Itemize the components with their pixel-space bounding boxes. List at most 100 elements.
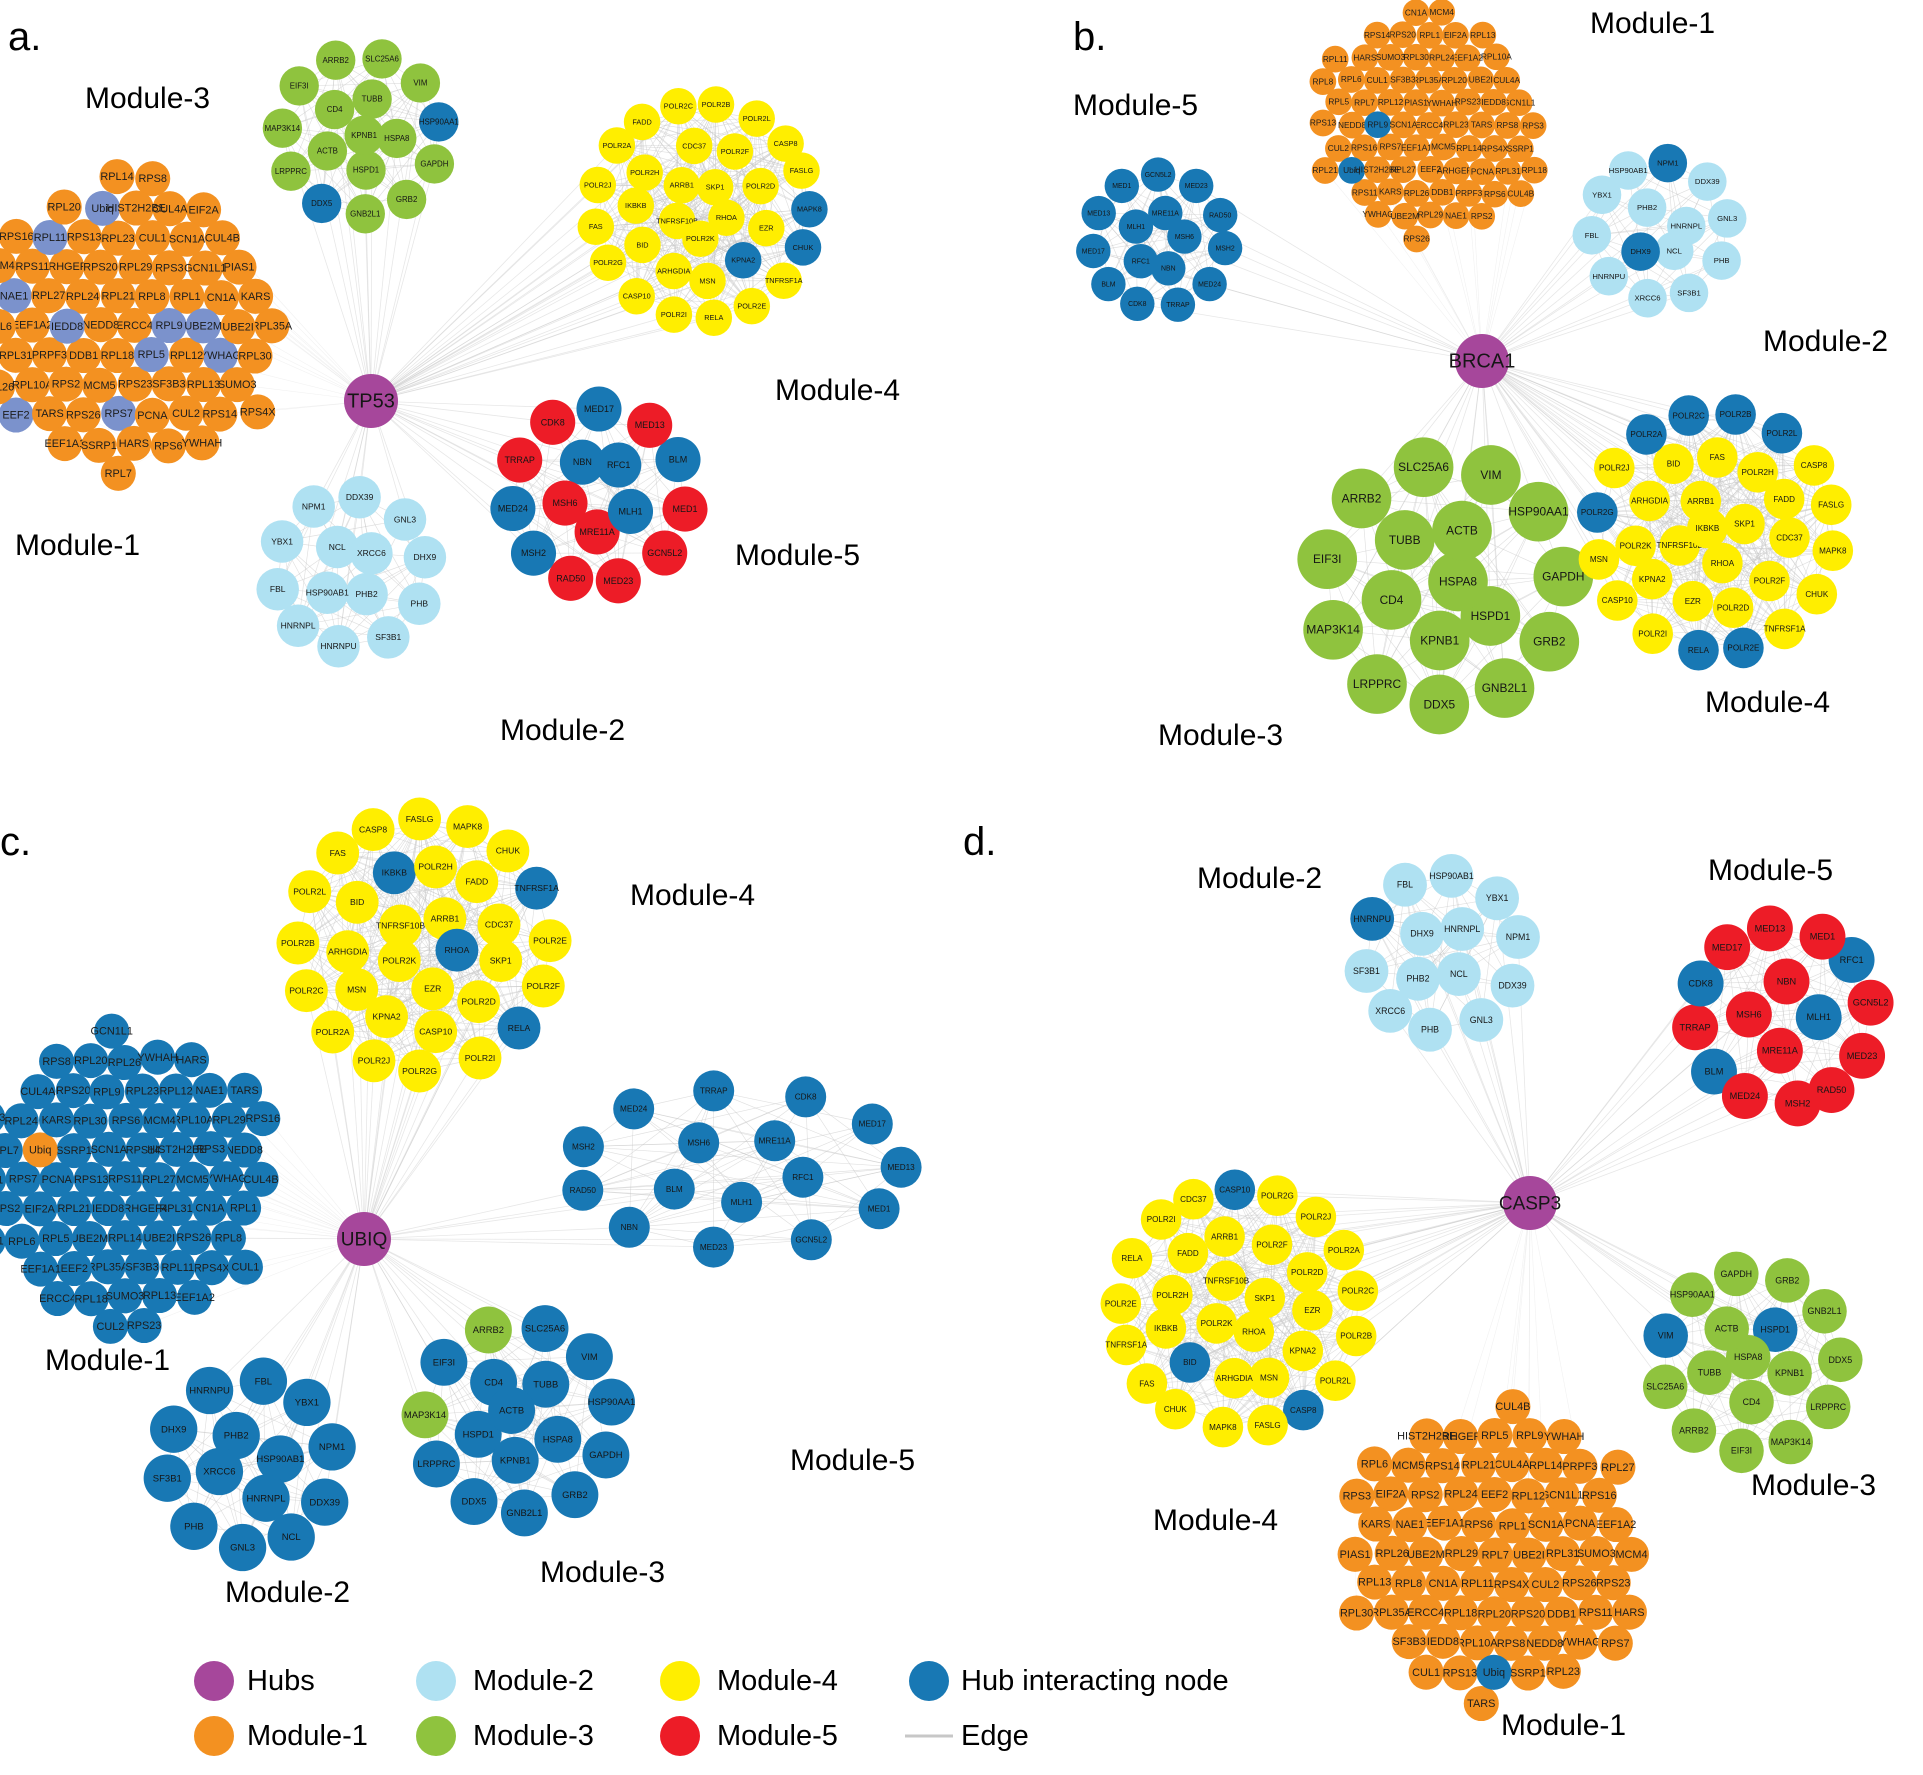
svg-text:IEDD8: IEDD8 [1481, 97, 1506, 107]
svg-text:RPS4X: RPS4X [1494, 1579, 1530, 1591]
svg-text:POLR2J: POLR2J [358, 1056, 390, 1066]
svg-text:ARRB2: ARRB2 [1679, 1426, 1709, 1436]
svg-text:RPL10A: RPL10A [1481, 52, 1512, 62]
svg-text:FBL: FBL [1397, 880, 1413, 890]
svg-text:RPL9: RPL9 [155, 320, 182, 332]
svg-text:SUMO3: SUMO3 [106, 1290, 145, 1302]
svg-text:SF3B3: SF3B3 [1393, 1636, 1426, 1648]
svg-text:MLH1: MLH1 [618, 506, 642, 516]
svg-text:TNFRSF1A: TNFRSF1A [1764, 625, 1806, 634]
svg-text:TP53: TP53 [347, 391, 395, 413]
svg-text:TRRAP: TRRAP [1680, 1022, 1711, 1032]
svg-text:ARHGDIA: ARHGDIA [657, 266, 690, 275]
svg-text:HARS: HARS [176, 1054, 206, 1066]
svg-text:RPS23: RPS23 [118, 379, 153, 391]
svg-text:SCN1A: SCN1A [1528, 1519, 1565, 1531]
svg-text:HSP90AB1: HSP90AB1 [1429, 871, 1474, 881]
svg-text:PHB2: PHB2 [1637, 203, 1657, 212]
svg-text:UBE2I: UBE2I [144, 1233, 175, 1245]
svg-text:RPS20: RPS20 [83, 262, 118, 274]
svg-text:UBE2I: UBE2I [1469, 75, 1493, 85]
svg-text:ARRB1: ARRB1 [1687, 497, 1714, 506]
svg-text:KARS: KARS [42, 1115, 72, 1127]
svg-text:RPL18: RPL18 [1522, 165, 1548, 175]
svg-text:UBE2M: UBE2M [1407, 1549, 1445, 1561]
svg-text:RPS6: RPS6 [1464, 1519, 1492, 1531]
svg-text:RPS26: RPS26 [177, 1232, 212, 1244]
svg-text:MED1: MED1 [672, 504, 697, 514]
svg-text:IEDD8: IEDD8 [92, 1203, 124, 1215]
svg-text:POLR2G: POLR2G [1581, 508, 1614, 517]
svg-text:RPS20: RPS20 [56, 1085, 91, 1097]
svg-text:LRPPRC: LRPPRC [275, 167, 307, 176]
svg-text:BID: BID [1667, 460, 1681, 469]
svg-text:Module-4: Module-4 [775, 374, 900, 407]
svg-text:PHB: PHB [1714, 256, 1730, 265]
svg-text:SLC25A6: SLC25A6 [525, 1323, 565, 1334]
svg-text:DDX39: DDX39 [346, 492, 374, 502]
svg-text:MSN: MSN [1590, 555, 1608, 564]
svg-text:HIST2H2BE: HIST2H2BE [1397, 1431, 1456, 1443]
svg-text:RPL12: RPL12 [1378, 97, 1404, 107]
svg-text:RPL8: RPL8 [1395, 1578, 1422, 1590]
svg-text:MRE11A: MRE11A [1152, 210, 1179, 217]
svg-text:EEF1A2: EEF1A2 [1452, 53, 1483, 63]
svg-text:NCL: NCL [329, 542, 346, 552]
svg-text:MED13: MED13 [887, 1163, 915, 1172]
svg-text:MCM5: MCM5 [177, 1174, 209, 1186]
svg-text:SUMO3: SUMO3 [218, 379, 257, 391]
svg-text:RPS11: RPS11 [108, 1173, 142, 1185]
svg-text:MED23: MED23 [603, 576, 633, 586]
svg-text:CD4: CD4 [327, 105, 343, 114]
svg-text:YWHAG: YWHAG [206, 1173, 247, 1185]
svg-text:MSH2: MSH2 [572, 1142, 595, 1151]
svg-text:POLR2G: POLR2G [402, 1066, 437, 1076]
svg-text:DHX9: DHX9 [1630, 247, 1651, 256]
svg-text:RPS3: RPS3 [155, 262, 183, 274]
svg-text:PIAS1: PIAS1 [0, 1236, 4, 1248]
svg-text:RPL1: RPL1 [1499, 1520, 1526, 1532]
svg-text:RPL27: RPL27 [142, 1174, 175, 1186]
svg-text:CHUK: CHUK [793, 243, 814, 252]
svg-text:GRB2: GRB2 [562, 1489, 588, 1500]
svg-text:POLR2K: POLR2K [382, 955, 416, 965]
svg-text:BRCA1: BRCA1 [1449, 351, 1516, 373]
svg-text:RPL29: RPL29 [1445, 1548, 1478, 1560]
svg-text:NEDD8: NEDD8 [1338, 120, 1367, 130]
svg-text:RPS4X: RPS4X [194, 1262, 230, 1274]
svg-text:CUL4A: CUL4A [20, 1086, 56, 1098]
svg-text:MAP3K14: MAP3K14 [1771, 1437, 1811, 1447]
svg-text:KPNA2: KPNA2 [731, 256, 755, 265]
svg-text:RPS16: RPS16 [1582, 1490, 1617, 1502]
svg-text:POLR2C: POLR2C [289, 986, 323, 996]
svg-text:RELA: RELA [1688, 646, 1710, 655]
svg-text:TUBB: TUBB [362, 95, 383, 104]
svg-text:RPS7: RPS7 [1380, 142, 1402, 152]
svg-text:POLR2H: POLR2H [1742, 468, 1775, 477]
svg-text:YWHAH: YWHAH [1426, 98, 1457, 108]
svg-text:NBN: NBN [1777, 977, 1796, 987]
svg-text:PIAS1: PIAS1 [1404, 97, 1428, 107]
svg-text:RPS2: RPS2 [1471, 211, 1493, 221]
svg-text:FADD: FADD [1773, 495, 1795, 504]
svg-text:CUL4B: CUL4B [244, 1174, 279, 1186]
svg-text:RPL20: RPL20 [74, 1055, 107, 1067]
svg-text:UBE2M: UBE2M [1391, 211, 1420, 221]
svg-text:POLR2A: POLR2A [1328, 1246, 1361, 1255]
svg-text:PIAS1: PIAS1 [224, 262, 255, 274]
svg-text:POLR2F: POLR2F [1754, 577, 1786, 586]
svg-text:TRRAP: TRRAP [504, 455, 535, 465]
svg-text:ARRB2: ARRB2 [1342, 491, 1382, 505]
svg-text:SF3B1: SF3B1 [375, 632, 401, 642]
svg-text:MRE11A: MRE11A [579, 527, 614, 537]
svg-text:ACTB: ACTB [499, 1405, 524, 1416]
svg-text:ERCC4: ERCC4 [1415, 120, 1444, 130]
svg-text:YWHAH: YWHAH [137, 1052, 178, 1064]
svg-text:MED17: MED17 [584, 404, 614, 414]
svg-text:FADD: FADD [1177, 1249, 1199, 1258]
svg-text:PRPF3: PRPF3 [32, 349, 67, 361]
svg-text:CDK8: CDK8 [1688, 979, 1713, 989]
svg-text:DDX5: DDX5 [1423, 697, 1455, 711]
svg-text:ACTB: ACTB [1446, 524, 1478, 538]
svg-text:Module-3: Module-3 [1751, 1469, 1876, 1502]
